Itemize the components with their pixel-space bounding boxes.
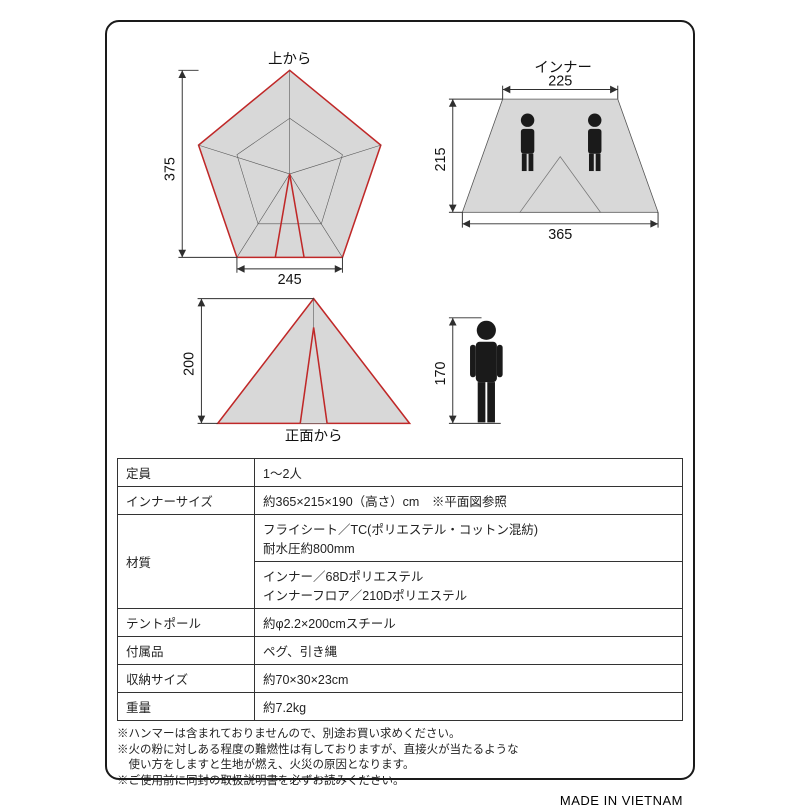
spec-value: 約365×215×190（高さ）cm ※平面図参照: [255, 487, 683, 515]
note-line: ※火の粉に対しある程度の難燃性は有しておりますが、直接火が当たるような: [117, 743, 683, 759]
spec-value: 1～2人: [255, 459, 683, 487]
diagrams-svg: 上から: [117, 28, 683, 458]
spec-value: 約70×30×23cm: [255, 665, 683, 693]
table-row: 定員1～2人: [118, 459, 683, 487]
note-line: ※ご使用前に同封の取扱説明書を必ずお読みください。: [117, 774, 683, 790]
table-row: 重量約7.2kg: [118, 693, 683, 721]
note-line: 使い方をしますと生地が燃え、火災の原因となります。: [117, 758, 683, 774]
table-row: テントポール約φ2.2×200cmスチール: [118, 609, 683, 637]
top-view-title: 上から: [268, 51, 311, 68]
spec-tbody: 定員1～2人 インナーサイズ約365×215×190（高さ）cm ※平面図参照 …: [118, 459, 683, 721]
front-view: 200 正面から 170: [182, 299, 503, 445]
diagram-area: 上から: [117, 28, 683, 458]
spec-value: 約7.2kg: [255, 693, 683, 721]
spec-label: 材質: [118, 515, 255, 609]
spec-card: 上から: [105, 20, 695, 780]
spec-label: 付属品: [118, 637, 255, 665]
front-person-height: 170: [433, 361, 449, 385]
top-dim-width: 245: [278, 272, 302, 288]
spec-label: 収納サイズ: [118, 665, 255, 693]
spec-label: インナーサイズ: [118, 487, 255, 515]
inner-dim-top: 225: [548, 74, 572, 90]
spec-value: フライシート／TC(ポリエステル・コットン混紡) 耐水圧約800mm: [255, 515, 683, 562]
spec-table: 定員1～2人 インナーサイズ約365×215×190（高さ）cm ※平面図参照 …: [117, 458, 683, 721]
origin-label: MADE IN VIETNAM: [117, 793, 683, 808]
front-dim-height: 200: [182, 352, 198, 376]
table-row: 収納サイズ約70×30×23cm: [118, 665, 683, 693]
front-view-title: 正面から: [285, 428, 343, 445]
notes: ※ハンマーは含まれておりませんので、別途お買い求めください。 ※火の粉に対しある…: [117, 727, 683, 789]
table-row: インナーサイズ約365×215×190（高さ）cm ※平面図参照: [118, 487, 683, 515]
inner-dim-bottom: 365: [548, 227, 572, 243]
inner-dim-left: 215: [433, 148, 449, 172]
inner-view: インナー 225: [433, 60, 658, 243]
spec-value: 約φ2.2×200cmスチール: [255, 609, 683, 637]
spec-label: 定員: [118, 459, 255, 487]
spec-label: 重量: [118, 693, 255, 721]
table-row: 付属品ペグ、引き縄: [118, 637, 683, 665]
note-line: ※ハンマーは含まれておりませんので、別途お買い求めください。: [117, 727, 683, 743]
spec-label: テントポール: [118, 609, 255, 637]
top-view: 上から: [163, 51, 381, 289]
table-row: 材質フライシート／TC(ポリエステル・コットン混紡) 耐水圧約800mm: [118, 515, 683, 562]
spec-value: ペグ、引き縄: [255, 637, 683, 665]
top-dim-height: 375: [163, 157, 179, 181]
spec-value: インナー／68Dポリエステル インナーフロア／210Dポリエステル: [255, 562, 683, 609]
